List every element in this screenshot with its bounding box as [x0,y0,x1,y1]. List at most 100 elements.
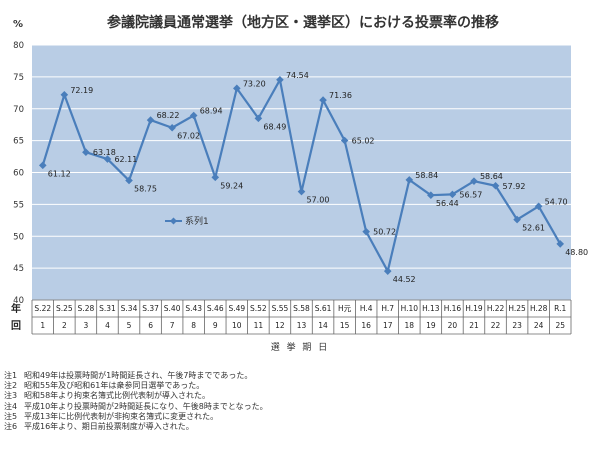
footnote-line: 注1 昭和49年は投票時間が1時間延長され、午後7時までであった。 [4,371,604,381]
footnote-label: 注4 [4,401,18,411]
footnote-line: 注3 昭和58年より拘束名簿式比例代表制が導入された。 [4,391,604,401]
chart-title: 参議院議員通常選挙（地方区・選挙区）における投票率の推移 [107,14,499,31]
x-category-label: S.55 [272,304,289,313]
data-point [189,111,198,120]
legend-swatch-marker [170,217,177,225]
x-category-label: S.28 [78,304,95,313]
x-round-label: 10 [232,321,242,330]
data-label: 63.18 [93,148,116,157]
data-label: 65.02 [352,136,375,145]
x-category-label: S.25 [56,304,73,313]
x-round-label: 16 [361,321,371,330]
y-tick-label: 80 [13,41,24,51]
x-category-label: S.43 [185,304,202,313]
x-category-label: H.28 [530,304,548,313]
footnotes: 注1 昭和49年は投票時間が1時間延長され、午後7時までであった。 注2 昭和55年及… [4,371,604,432]
x-category-label: H.19 [465,304,483,313]
data-label: 67.02 [177,132,200,141]
data-point [319,96,327,104]
year-row-header: 年 [11,302,21,315]
data-label: 50.72 [373,228,396,237]
x-round-label: 14 [318,321,328,330]
x-round-label: 22 [491,321,501,330]
data-point [38,161,47,170]
data-label: 52.61 [522,224,545,233]
x-round-label: 24 [534,321,544,330]
x-category-label: H元 [338,304,352,313]
x-round-label: 11 [254,321,264,330]
data-label: 68.49 [263,122,286,131]
data-point [254,114,263,123]
data-point [146,116,155,124]
data-point [362,227,370,236]
data-label: 56.44 [436,199,459,208]
y-tick-label: 55 [13,200,24,210]
footnote-text: 昭和49年は投票時間が1時間延長され、午後7時までであった。 [24,371,253,380]
x-category-label: H.13 [422,304,440,313]
round-row-header: 回 [11,320,21,332]
data-point [60,90,69,99]
data-point [534,202,543,211]
footnote-line: 注2 昭和55年及び昭和61年は衆参同日選挙であった。 [4,381,604,391]
y-tick-label: 50 [13,232,24,242]
x-category-label: S.37 [142,304,159,313]
y-tick-label: 40 [13,296,24,306]
y-tick-label: 70 [13,105,24,115]
data-label: 61.12 [48,169,71,178]
x-round-label: 15 [340,321,350,330]
data-label: 57.92 [503,182,526,191]
data-point [556,240,565,248]
footnote-text: 平成13年に比例代表制が非拘束名簿式に変更された。 [24,411,219,421]
legend: 系列1 [165,215,209,227]
data-label: 71.36 [329,91,352,100]
x-round-label: 20 [448,321,458,330]
data-point [513,215,521,224]
data-point [340,136,349,145]
x-category-label: S.22 [34,304,51,313]
x-category-label: H.4 [360,304,373,313]
data-label: 73.20 [243,79,266,88]
x-round-label: 3 [84,321,89,330]
footnote-line: 注5 平成13年に比例代表制が非拘束名簿式に変更された。 [4,412,604,422]
data-label: 62.11 [114,155,137,164]
x-round-label: 6 [148,321,153,330]
footnote-text: 昭和58年より拘束名簿式比例代表制が導入された。 [24,391,211,401]
x-category-label: S.61 [315,304,332,313]
x-category-label: S.52 [250,304,267,313]
x-category-label: H.25 [508,304,526,313]
x-round-label: 9 [213,321,218,330]
x-category-label: R.1 [554,304,566,313]
x-category-label: H.16 [444,304,462,313]
data-point [297,187,306,196]
data-point [82,148,90,157]
footnote-label: 注1 [4,371,18,380]
data-point [233,84,241,93]
data-point [125,176,133,185]
data-label: 59.24 [220,181,243,190]
data-label: 44.52 [393,275,416,284]
y-unit-label: % [13,19,23,30]
data-label: 68.94 [200,107,223,116]
footnote-label: 注5 [4,411,18,421]
data-label: 58.64 [480,172,503,181]
turnout-chart: % 参議院議員通常選挙（地方区・選挙区）における投票率の推移 404550556… [11,14,588,353]
data-point [491,181,500,190]
data-label: 56.57 [459,190,482,199]
data-label: 72.19 [70,86,93,95]
footnote-line: 注6 平成16年より、期日前投票制度が導入された。 [4,422,604,432]
x-axis-title: 選 挙 期 日 [271,341,330,353]
data-point [405,176,414,184]
x-round-label: 2 [62,321,67,330]
data-label: 74.54 [286,71,309,80]
x-round-label: 17 [383,321,393,330]
x-round-label: 13 [297,321,307,330]
footnote-line: 注4 平成10年より投票時間が2時間延長になり、午後8時までとなった。 [4,402,604,412]
x-round-label: 5 [127,321,132,330]
legend-series-name: 系列1 [185,215,209,227]
x-category-label: H.22 [487,304,505,313]
data-label: 57.00 [307,196,330,205]
footnote-label: 注2 [4,381,18,391]
x-category-label: H.7 [381,304,394,313]
data-label: 68.22 [157,111,180,120]
x-round-label: 7 [170,321,175,330]
